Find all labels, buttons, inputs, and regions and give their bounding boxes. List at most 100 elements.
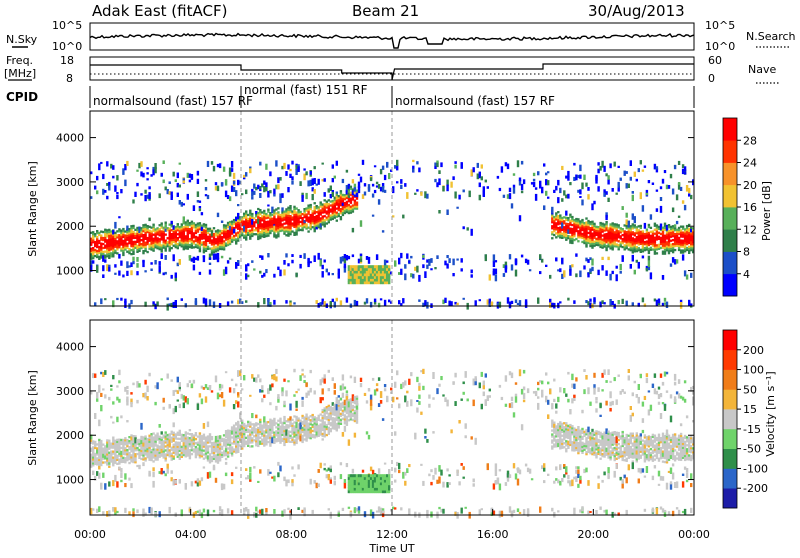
power-cell xyxy=(662,179,664,184)
power-cell xyxy=(626,237,628,239)
power-cell xyxy=(96,238,98,240)
power-cell xyxy=(595,177,597,184)
velocity-cell xyxy=(187,442,189,444)
power-cell xyxy=(144,246,146,248)
velocity-cell xyxy=(173,434,175,436)
velocity-cell xyxy=(187,398,189,404)
power-cell xyxy=(656,166,658,169)
power-cell xyxy=(259,271,261,274)
power-cell xyxy=(430,268,432,270)
velocity-cell xyxy=(243,433,245,435)
power-cell xyxy=(579,230,581,232)
power-cell xyxy=(237,260,239,263)
velocity-cell xyxy=(207,422,209,428)
velocity-cell xyxy=(279,420,281,422)
power-cell xyxy=(533,173,535,176)
power-cell xyxy=(118,271,120,276)
power-cell xyxy=(191,229,193,231)
velocity-cell xyxy=(223,400,225,407)
velocity-cell xyxy=(310,388,312,393)
power-cell xyxy=(217,231,219,233)
power-cell xyxy=(412,160,414,162)
power-cell xyxy=(217,164,219,167)
power-cell xyxy=(670,263,672,266)
power-cell xyxy=(102,174,104,179)
power-cell xyxy=(354,184,356,188)
velocity-cell xyxy=(189,380,191,383)
power-cell xyxy=(467,227,469,230)
power-cell xyxy=(573,300,575,304)
power-cell xyxy=(463,190,465,193)
velocity-cell xyxy=(156,437,158,439)
power-cell xyxy=(187,220,189,222)
velocity-cell xyxy=(142,454,144,456)
velocity-cell xyxy=(217,442,219,444)
velocity-cell xyxy=(219,459,221,461)
power-cell xyxy=(356,206,358,208)
power-cell xyxy=(646,193,648,196)
power-cell xyxy=(442,186,444,192)
power-cell xyxy=(662,275,664,280)
power-cell xyxy=(561,258,563,264)
nave-tick-high: 60 xyxy=(708,54,722,67)
velocity-cell xyxy=(233,433,235,435)
velocity-cell xyxy=(247,423,249,425)
power-cell xyxy=(191,177,193,180)
colorbar-tick-label: 24 xyxy=(743,157,757,170)
velocity-cell xyxy=(96,461,98,463)
velocity-cell xyxy=(297,464,299,469)
power-cell xyxy=(656,208,658,212)
velocity-cell xyxy=(217,393,219,400)
power-cell xyxy=(96,265,98,270)
power-cell xyxy=(161,173,163,176)
power-cell xyxy=(132,251,134,253)
power-cell xyxy=(354,265,356,268)
power-cell xyxy=(632,195,634,201)
velocity-cell xyxy=(225,473,227,477)
power-cell xyxy=(626,235,628,237)
power-cell xyxy=(545,265,547,267)
power-cell xyxy=(583,265,585,269)
power-cell xyxy=(595,234,597,236)
power-cell xyxy=(384,175,386,180)
velocity-cell xyxy=(217,448,219,450)
power-cell xyxy=(569,182,571,185)
power-cell xyxy=(295,233,297,235)
power-cell xyxy=(686,185,688,192)
power-cell xyxy=(609,235,611,237)
power-cell xyxy=(112,241,114,243)
power-cell xyxy=(438,170,440,174)
power-cell xyxy=(614,162,616,167)
velocity-cell xyxy=(225,371,227,373)
power-cell xyxy=(664,170,666,173)
power-cell xyxy=(249,169,251,174)
power-cell xyxy=(622,206,624,210)
power-cell xyxy=(626,219,628,225)
velocity-cell xyxy=(233,431,235,433)
power-cell xyxy=(297,166,299,169)
power-cell xyxy=(527,260,529,265)
power-cell xyxy=(213,166,215,172)
power-cell xyxy=(565,227,567,229)
velocity-cell xyxy=(295,391,297,393)
power-cell xyxy=(396,160,398,166)
power-cell xyxy=(217,235,219,237)
power-cell xyxy=(96,236,98,238)
colorbar-swatch xyxy=(723,274,737,297)
power-cell xyxy=(551,207,553,214)
nsky-line xyxy=(90,34,694,49)
power-cell xyxy=(96,242,98,244)
power-cell xyxy=(301,195,303,202)
power-cell xyxy=(642,170,644,172)
power-cell xyxy=(118,254,120,259)
velocity-cell xyxy=(305,382,307,387)
power-cell xyxy=(686,225,688,227)
power-cell xyxy=(358,174,360,176)
power-cell xyxy=(96,232,98,234)
power-cell xyxy=(384,273,386,276)
power-cell xyxy=(384,190,386,193)
velocity-cell xyxy=(263,436,265,438)
power-cell xyxy=(203,247,205,249)
power-cell xyxy=(277,177,279,183)
power-cell xyxy=(587,187,589,191)
